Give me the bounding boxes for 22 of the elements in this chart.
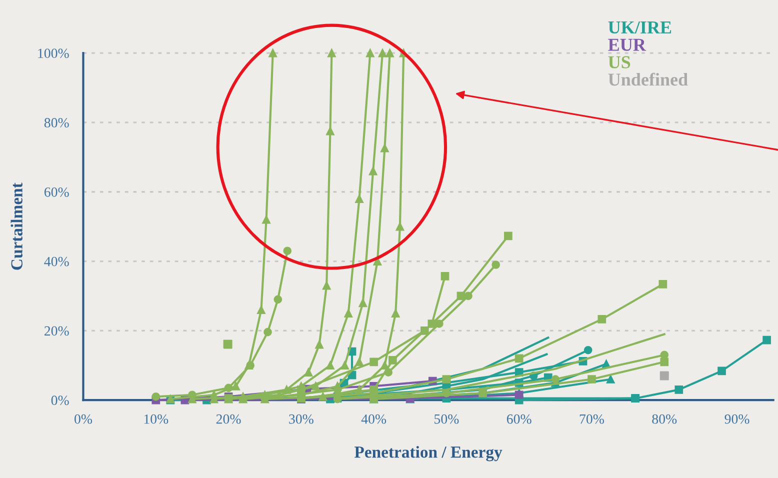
x-tick-label: 40%: [361, 414, 386, 424]
x-tick-label: 20%: [216, 414, 241, 424]
y-tick-label: 0%: [51, 396, 69, 406]
x-tick-label: 50%: [434, 414, 459, 424]
x-tick-label: 0%: [74, 414, 92, 424]
text: US: [608, 56, 630, 68]
x-tick-label: 90%: [724, 414, 750, 424]
x-tick-label: 30%: [289, 414, 314, 424]
x-tick-label: 60%: [506, 414, 532, 424]
x-tick-label: 70%: [580, 414, 604, 424]
y-axis-title: Curtailment: [10, 182, 22, 270]
y-tick-label: 100%: [38, 48, 69, 58]
text: Undefined: [608, 72, 688, 86]
text: EUR: [608, 38, 646, 51]
x-axis-title: Penetration / Energy: [354, 446, 502, 462]
text: UK/IRE: [608, 21, 672, 34]
y-tick-label: 60%: [44, 187, 69, 197]
y-tick-label: 80%: [44, 118, 69, 128]
x-tick-label: 10%: [144, 414, 168, 424]
y-tick-label: 40%: [44, 256, 69, 266]
x-tick-label: 80%: [652, 414, 677, 424]
y-tick-label: 20%: [44, 326, 69, 336]
